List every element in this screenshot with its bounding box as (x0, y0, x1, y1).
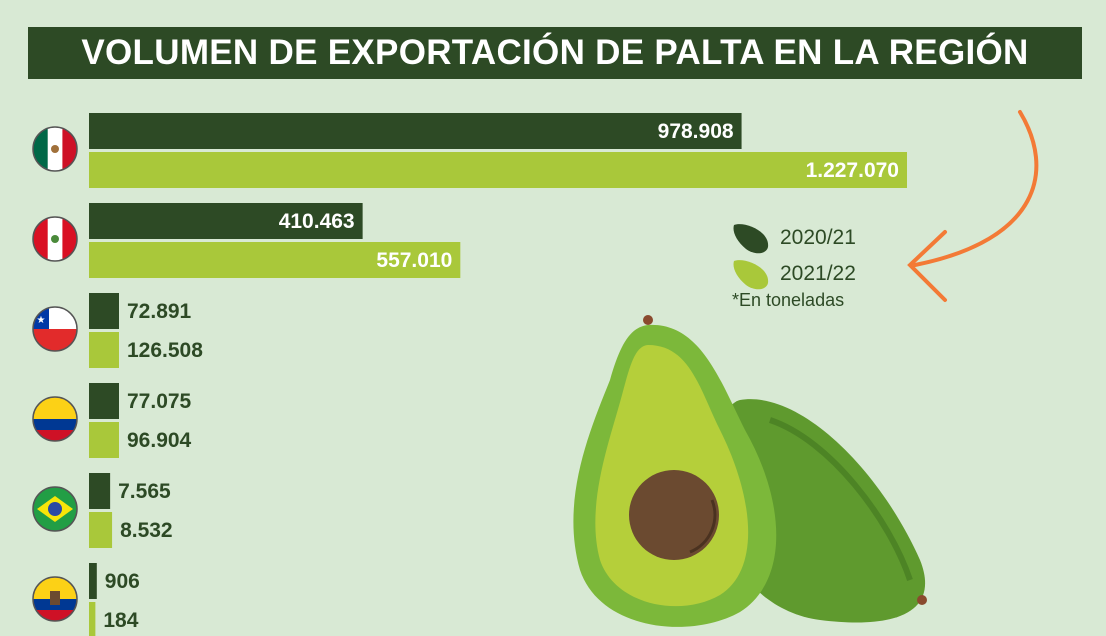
data-label: 7.565 (118, 480, 171, 503)
brazil-flag-icon (32, 486, 78, 532)
data-label: 410.463 (279, 210, 355, 233)
legend-label: 2020/21 (780, 226, 856, 249)
bar (89, 152, 907, 188)
data-label: 906 (105, 570, 140, 593)
leaf-icon (733, 224, 769, 254)
avocado-illustration (573, 315, 927, 627)
data-label: 126.508 (127, 339, 203, 362)
legend-label: 2021/22 (780, 262, 856, 285)
peru-flag-icon (32, 216, 78, 262)
chile-flag-icon: ★ (32, 306, 78, 352)
bar (89, 242, 461, 278)
bar (89, 203, 363, 239)
bar (89, 422, 119, 458)
legend: 2020/21 2021/22 *En toneladas (730, 222, 856, 311)
data-label: 72.891 (127, 300, 192, 323)
bar (89, 293, 119, 329)
chart-title: VOLUMEN DE EXPORTACIÓN DE PALTA EN LA RE… (28, 27, 1082, 79)
data-label: 77.075 (127, 390, 192, 413)
mexico-flag-icon (32, 126, 78, 172)
data-label: 96.904 (127, 429, 192, 452)
legend-item: 2021/22 (730, 258, 856, 290)
unit-note: *En toneladas (732, 290, 845, 310)
arrow-head-icon (907, 230, 947, 302)
leaf-icon (733, 260, 769, 290)
bar (89, 473, 111, 509)
colombia-flag-icon (32, 396, 78, 442)
legend-item: 2020/21 (730, 222, 856, 254)
bar (89, 563, 97, 599)
bar (89, 383, 119, 419)
data-label: 184 (103, 609, 138, 632)
data-label: 8.532 (120, 519, 173, 542)
data-label: 1.227.070 (806, 159, 899, 182)
bar (89, 512, 113, 548)
bar (89, 113, 742, 149)
bar (89, 602, 96, 636)
data-label: 557.010 (376, 249, 452, 272)
svg-text:★: ★ (37, 315, 46, 326)
bar (89, 332, 119, 368)
data-label: 978.908 (658, 120, 734, 143)
ecuador-flag-icon (32, 576, 78, 622)
arrow-icon (913, 110, 1039, 267)
